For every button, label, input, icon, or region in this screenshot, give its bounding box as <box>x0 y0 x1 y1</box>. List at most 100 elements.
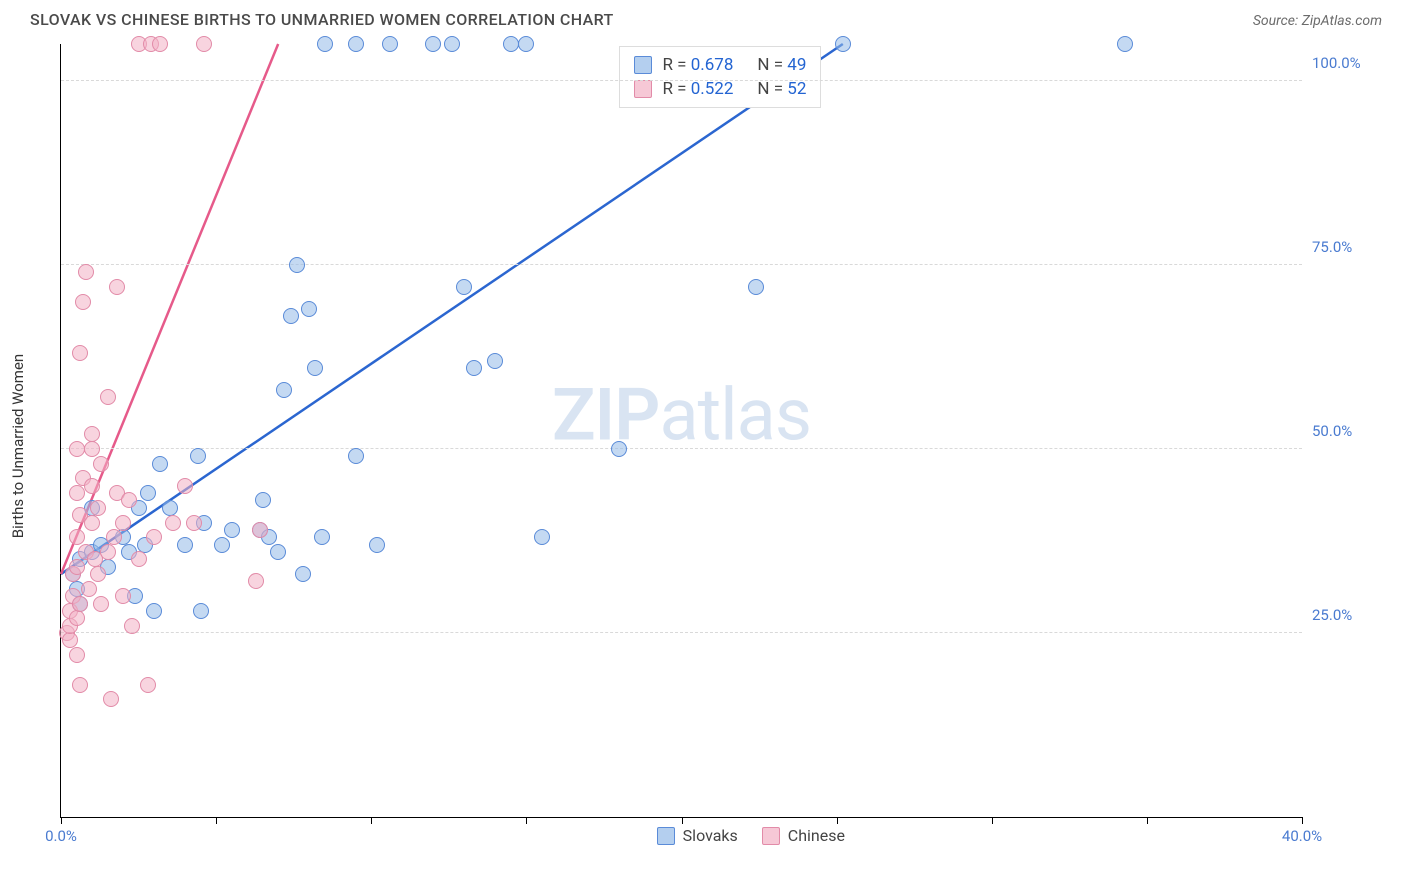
data-point <box>72 677 88 693</box>
data-point <box>115 515 131 531</box>
data-point <box>84 441 100 457</box>
series-legend-item: Chinese <box>762 826 845 845</box>
data-point <box>456 279 472 295</box>
data-point <box>72 596 88 612</box>
data-point <box>248 573 264 589</box>
data-point <box>177 478 193 494</box>
chart-title: SLOVAK VS CHINESE BIRTHS TO UNMARRIED WO… <box>30 10 614 29</box>
chart-container: Births to Unmarried Women ZIPatlas R = 0… <box>30 44 1382 848</box>
data-point <box>1117 36 1133 52</box>
data-point <box>106 529 122 545</box>
gridline <box>61 448 1302 449</box>
data-point <box>81 581 97 597</box>
series-legend-item: Slovaks <box>657 826 738 845</box>
legend-n-label: N = 52 <box>757 79 806 99</box>
data-point <box>93 456 109 472</box>
data-point <box>100 544 116 560</box>
data-point <box>190 448 206 464</box>
plot-area: ZIPatlas R = 0.678N = 49R = 0.522N = 52 … <box>60 44 1302 818</box>
data-point <box>518 36 534 52</box>
data-point <box>124 618 140 634</box>
legend-r-label: R = 0.522 <box>662 79 733 99</box>
data-point <box>69 647 85 663</box>
gridline <box>61 632 1302 633</box>
legend-swatch <box>657 827 675 845</box>
legend-swatch <box>634 80 652 98</box>
data-point <box>369 537 385 553</box>
data-point <box>152 456 168 472</box>
data-point <box>69 529 85 545</box>
data-point <box>348 36 364 52</box>
data-point <box>276 382 292 398</box>
y-tick-label: 100.0% <box>1312 54 1372 72</box>
x-tick-label: 40.0% <box>1282 827 1322 845</box>
data-point <box>75 294 91 310</box>
data-point <box>78 264 94 280</box>
series-legend: Slovaks Chinese <box>657 826 845 845</box>
legend-n-label: N = 49 <box>757 55 806 75</box>
data-point <box>103 691 119 707</box>
data-point <box>90 566 106 582</box>
data-point <box>382 36 398 52</box>
legend-swatch <box>634 56 652 74</box>
data-point <box>121 492 137 508</box>
data-point <box>301 301 317 317</box>
x-tick <box>526 817 527 824</box>
data-point <box>214 537 230 553</box>
watermark-bold: ZIP <box>552 373 659 458</box>
x-tick <box>61 817 62 824</box>
data-point <box>93 596 109 612</box>
x-tick <box>371 817 372 824</box>
data-point <box>140 485 156 501</box>
data-point <box>186 515 202 531</box>
correlation-legend: R = 0.678 N = 49 R = 0.522 N = 52 <box>619 46 821 108</box>
watermark: ZIPatlas <box>552 373 811 458</box>
data-point <box>444 36 460 52</box>
x-tick <box>682 817 683 824</box>
x-tick <box>1302 817 1303 824</box>
data-point <box>62 632 78 648</box>
x-tick <box>992 817 993 824</box>
data-point <box>115 588 131 604</box>
data-point <box>193 603 209 619</box>
data-point <box>283 308 299 324</box>
y-tick-label: 25.0% <box>1312 606 1372 624</box>
data-point <box>69 559 85 575</box>
data-point <box>84 478 100 494</box>
data-point <box>314 529 330 545</box>
gridline <box>61 80 1302 81</box>
data-point <box>611 441 627 457</box>
data-point <box>152 36 168 52</box>
data-point <box>146 529 162 545</box>
data-point <box>196 36 212 52</box>
data-point <box>131 551 147 567</box>
trend-lines-svg <box>61 44 1302 817</box>
data-point <box>69 610 85 626</box>
data-point <box>109 279 125 295</box>
data-point <box>224 522 240 538</box>
data-point <box>84 426 100 442</box>
legend-series-label: Slovaks <box>683 826 738 845</box>
source-attribution: Source: ZipAtlas.com <box>1253 13 1382 29</box>
data-point <box>295 566 311 582</box>
data-point <box>165 515 181 531</box>
data-point <box>466 360 482 376</box>
data-point <box>90 500 106 516</box>
watermark-rest: atlas <box>659 373 811 458</box>
gridline <box>61 264 1302 265</box>
legend-series-label: Chinese <box>788 826 845 845</box>
x-tick <box>1147 817 1148 824</box>
data-point <box>177 537 193 553</box>
data-point <box>140 677 156 693</box>
data-point <box>69 441 85 457</box>
data-point <box>748 279 764 295</box>
data-point <box>162 500 178 516</box>
legend-swatch <box>762 827 780 845</box>
x-tick <box>837 817 838 824</box>
data-point <box>348 448 364 464</box>
data-point <box>84 515 100 531</box>
data-point <box>307 360 323 376</box>
data-point <box>289 257 305 273</box>
x-tick-label: 0.0% <box>45 827 77 845</box>
legend-r-label: R = 0.678 <box>662 55 733 75</box>
